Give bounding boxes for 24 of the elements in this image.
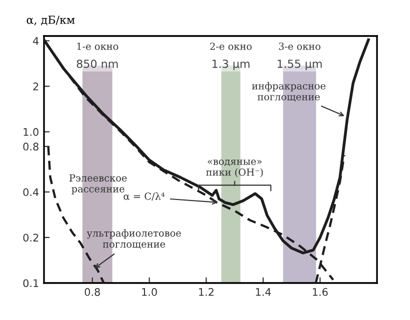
x-tick-label: 0.8 xyxy=(84,288,100,296)
band-label: 850 nm xyxy=(76,60,118,68)
y-tick-label: 1.0 xyxy=(24,128,38,136)
x-tick-label: 1.2 xyxy=(199,288,214,296)
annotation: Рэлеевское рассеяние xyxy=(69,174,127,194)
y-tick-label: 0.1 xyxy=(23,279,38,288)
x-tick-label: 1.0 xyxy=(142,288,157,296)
y-tick-label: 0.8 xyxy=(23,142,38,151)
annotation: ультрафиолетовое поглощение xyxy=(86,229,181,249)
y-axis-title: α, дБ/км xyxy=(26,16,75,26)
annotation: инфракрасное поглощение xyxy=(252,82,326,102)
band-label: 1.3 μm xyxy=(212,60,250,70)
annotation: 1-е окно xyxy=(77,42,118,50)
annotation: α = C/λ⁴ xyxy=(124,192,165,201)
y-tick-label: 4 xyxy=(33,37,39,45)
annotation: 3-е окно xyxy=(279,42,320,50)
x-tick-label: 1.4 xyxy=(256,288,271,296)
y-tick-label: 0.4 xyxy=(23,188,39,196)
x-tick-label: 1.6 xyxy=(312,288,328,296)
y-tick-label: 2 xyxy=(33,82,38,90)
band-label: 1.55 μm xyxy=(278,60,322,70)
annotation: «водяные» пики (ОН⁻) xyxy=(206,160,263,178)
y-tick-label: 0.2 xyxy=(23,234,38,242)
annotation: 2-е окно xyxy=(210,42,252,50)
